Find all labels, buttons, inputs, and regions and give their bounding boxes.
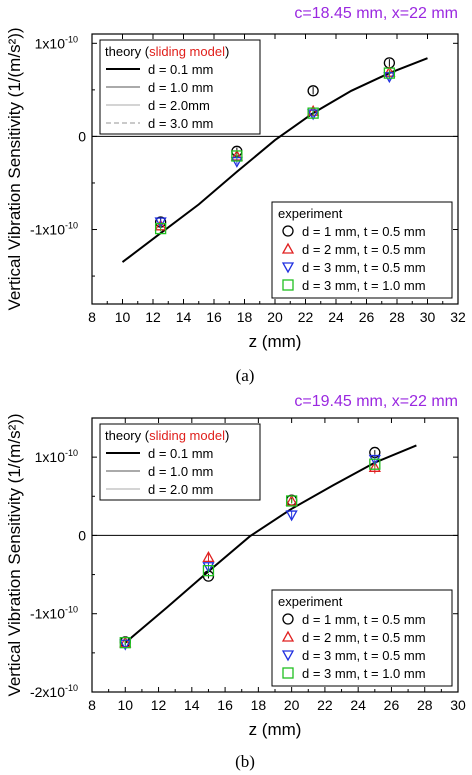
legend-marker-sample — [282, 613, 294, 625]
data-point — [368, 454, 381, 466]
y-tick-label: 0 — [78, 128, 86, 144]
legend-entry: d = 0.1 mm — [148, 62, 213, 77]
data-point — [285, 510, 298, 522]
data-point — [154, 217, 167, 229]
legend-entry: d = 2 mm, t = 0.5 mm — [302, 630, 426, 645]
x-tick-label: 24 — [350, 697, 366, 713]
x-tick-label: 26 — [384, 697, 400, 713]
legend-entry: d = 1.0 mm — [148, 464, 213, 479]
x-tick-label: 26 — [359, 309, 375, 325]
data-point — [307, 107, 319, 119]
y-tick-label: -2x10-10 — [30, 683, 78, 700]
legend-box — [271, 201, 453, 299]
figure-caption: (b) — [235, 752, 255, 771]
x-tick-label: 30 — [450, 697, 466, 713]
chart-panel-b: c=19.45 mm, x=22 mm 8 10 12 14 16 18 20 22 24 26 28… — [5, 393, 466, 771]
condition-label: c=19.45 mm, x=22 mm — [294, 393, 458, 410]
legend-entry: d = 1 mm, t = 0.5 mm — [302, 224, 426, 239]
legend-entry: d = 3 mm, t = 1.0 mm — [302, 278, 426, 293]
legend-entry: d = 2.0 mm — [148, 482, 213, 497]
theory-line — [124, 444, 417, 644]
chart-panel-a: c=18.45 mm, x=22 mm 8 10 12 14 16 18 20 22 24 26 28… — [5, 5, 466, 385]
theory-legend: theory (sliding model) d = 0.1 mm d = 1.0 … — [99, 423, 261, 501]
x-tick-label: 10 — [115, 309, 131, 325]
x-tick-label: 10 — [117, 697, 133, 713]
x-tick-label: 22 — [317, 697, 333, 713]
data-point — [202, 562, 215, 574]
data-point — [368, 460, 381, 472]
legend-marker-sample — [282, 667, 294, 679]
data-point — [383, 67, 396, 79]
y-axis-label: Vertical Vibration Sensitivity (1/(m/s²)… — [5, 27, 24, 310]
legend-marker-sample — [281, 630, 295, 642]
data-point — [285, 494, 298, 506]
data-point — [307, 85, 319, 97]
legend-entry: d = 3 mm, t = 1.0 mm — [302, 666, 426, 681]
legend-entry: d = 2.0mm — [148, 98, 210, 113]
x-axis-label: z (mm) — [249, 720, 302, 739]
x-tick-label: 8 — [88, 697, 96, 713]
data-point — [369, 458, 381, 470]
legend-entry: d = 3.0 mm — [148, 116, 213, 131]
y-tick-label: 1x10-10 — [35, 34, 78, 51]
legend-entry: d = 3 mm, t = 0.5 mm — [302, 648, 426, 663]
y-tick-label: -1x10-10 — [30, 221, 78, 238]
x-tick-label: 20 — [284, 697, 300, 713]
legend-entry: d = 3 mm, t = 0.5 mm — [302, 260, 426, 275]
x-tick-label: 8 — [88, 309, 96, 325]
x-tick-label: 28 — [389, 309, 405, 325]
x-axis-label: z (mm) — [249, 332, 302, 351]
x-tick-label: 14 — [184, 697, 200, 713]
y-tick-label: -1x10-10 — [30, 605, 78, 622]
data-point — [119, 637, 131, 649]
data-point — [119, 636, 132, 648]
x-tick-label: 16 — [206, 309, 222, 325]
data-point — [154, 222, 167, 235]
theory-line — [121, 57, 428, 263]
experiment-legend: experiment d = 1 mm, t = 0.5 mm d = 2 mm, … — [271, 589, 453, 687]
figure-caption: (a) — [236, 366, 255, 385]
legend-marker-sample — [281, 262, 295, 274]
y-axis-label: Vertical Vibration Sensitivity (1/(m/s²)… — [5, 413, 24, 696]
legend-marker-sample — [281, 242, 295, 254]
y-tick-label: 0 — [78, 527, 86, 543]
data-point — [119, 639, 132, 651]
legend-entry: d = 1.0 mm — [148, 80, 213, 95]
legend-title: theory (sliding model) — [105, 44, 229, 59]
x-tick-label: 18 — [237, 309, 253, 325]
x-tick-label: 20 — [267, 309, 283, 325]
data-point — [202, 551, 215, 562]
theory-legend: theory (sliding model) d = 0.1 mm d = 1.0 … — [99, 39, 261, 135]
x-tick-label: 30 — [420, 309, 436, 325]
y-tick-label: 1x10-10 — [35, 448, 78, 465]
data-point — [202, 565, 215, 577]
x-tick-label: 28 — [417, 697, 433, 713]
x-tick-label: 16 — [217, 697, 233, 713]
legend-marker-sample — [281, 650, 295, 662]
x-tick-label: 32 — [450, 309, 466, 325]
x-tick-label: 24 — [328, 309, 344, 325]
legend-title: experiment — [278, 206, 343, 221]
x-tick-label: 14 — [176, 309, 192, 325]
x-tick-label: 12 — [151, 697, 167, 713]
x-tick-label: 18 — [251, 697, 267, 713]
legend-entry: d = 0.1 mm — [148, 446, 213, 461]
legend-title: theory (sliding model) — [105, 428, 229, 443]
data-point — [285, 495, 298, 507]
legend-box — [99, 423, 261, 501]
legend-box — [271, 589, 453, 687]
legend-title: experiment — [278, 594, 343, 609]
x-tick-label: 22 — [298, 309, 314, 325]
data-point — [307, 109, 320, 121]
legend-entry: d = 1 mm, t = 0.5 mm — [302, 612, 426, 627]
data-point — [231, 150, 243, 162]
experiment-legend: experiment d = 1 mm, t = 0.5 mm d = 2 mm, … — [271, 201, 453, 299]
x-tick-label: 12 — [145, 309, 161, 325]
legend-marker-sample — [282, 279, 294, 291]
legend-marker-sample — [282, 225, 294, 237]
legend-entry: d = 2 mm, t = 0.5 mm — [302, 242, 426, 257]
condition-label: c=18.45 mm, x=22 mm — [294, 5, 458, 22]
